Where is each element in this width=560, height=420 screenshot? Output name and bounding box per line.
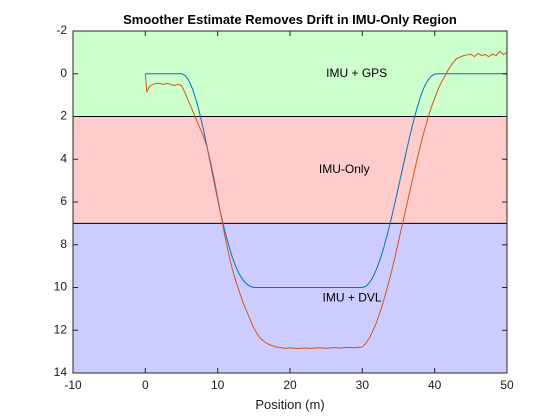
region-label-1: IMU + GPS: [326, 66, 387, 80]
x-tick-label-6: 40: [428, 378, 442, 392]
region-label-3: IMU + DVL: [323, 290, 382, 304]
y-tick-label-1: -2: [56, 23, 67, 37]
y-tick-label-8: 12: [54, 322, 68, 336]
x-tick-label-7: 50: [500, 378, 514, 392]
boundaries-layer: [73, 116, 507, 224]
y-tick-label-2: 0: [60, 66, 67, 80]
y-tick-label-9: 14: [54, 365, 68, 379]
series-line-2: [144, 50, 508, 350]
region-band-3: [73, 223, 507, 373]
y-tick-label-3: 2: [60, 109, 67, 123]
x-tick-label-1: -10: [64, 378, 82, 392]
ticks-layer: -10 0 10 20 30 40 50 -2 0 2 4 6 8 10 12 14: [54, 23, 514, 392]
chart-title: Smoother Estimate Removes Drift in IMU-O…: [123, 12, 457, 27]
region-label-2: IMU-Only: [319, 162, 370, 176]
x-tick-label-3: 10: [211, 378, 225, 392]
y-tick-label-7: 10: [54, 280, 68, 294]
annotations-layer: IMU + GPS IMU-Only IMU + DVL: [319, 66, 387, 304]
region-band-2: [73, 116, 507, 224]
regions-layer: [73, 31, 507, 373]
series-layer: [144, 50, 508, 350]
series-line-1: [145, 73, 507, 288]
x-axis-label: Position (m): [255, 397, 324, 412]
x-tick-label-2: 0: [142, 378, 149, 392]
x-tick-label-4: 20: [283, 378, 297, 392]
y-tick-label-5: 6: [60, 194, 67, 208]
y-tick-label-6: 8: [60, 237, 67, 251]
y-tick-label-4: 4: [60, 151, 67, 165]
x-tick-label-5: 30: [356, 378, 370, 392]
